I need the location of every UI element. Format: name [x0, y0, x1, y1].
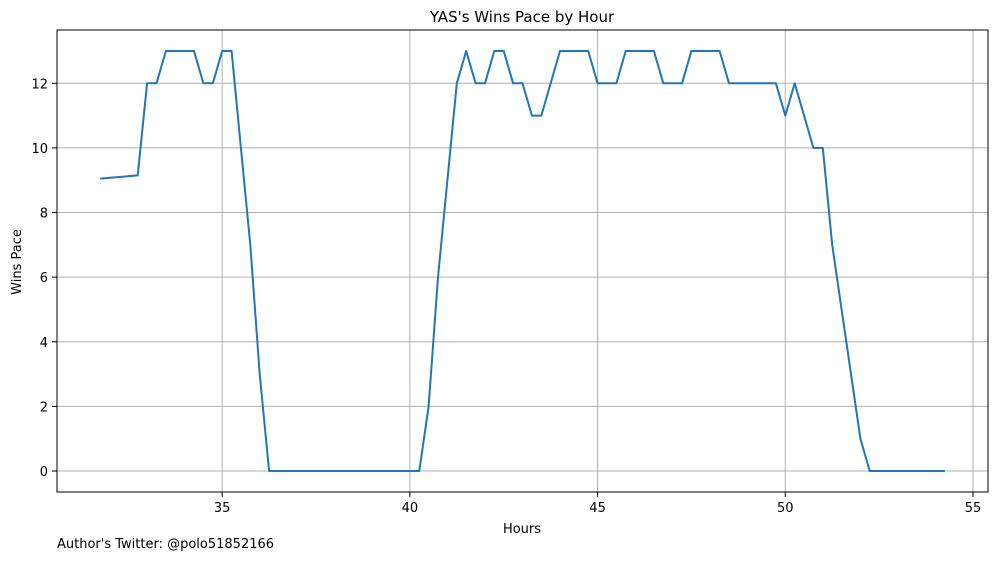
x-tick-label: 45: [589, 501, 606, 516]
y-tick-label: 4: [40, 336, 48, 351]
series-line: [100, 50, 945, 472]
plot-frame: [56, 29, 989, 493]
y-tick-label: 10: [31, 142, 48, 157]
x-tick-label: 50: [777, 501, 794, 516]
grid: [57, 30, 988, 492]
y-tick-label: 12: [31, 77, 48, 92]
x-tick-label: 40: [402, 501, 419, 516]
series-layer: [100, 50, 945, 472]
y-tick-label: 8: [40, 207, 48, 222]
x-axis-label: Hours: [503, 522, 541, 537]
y-axis-label: Wins Pace: [10, 229, 25, 295]
x-tick-label: 55: [965, 501, 982, 516]
axis-ticks: 35 40 45 50 55 0 2 4 6 8 10 12: [31, 77, 981, 516]
x-tick-label: 35: [214, 501, 231, 516]
y-tick-label: 0: [40, 465, 48, 480]
y-tick-label: 6: [40, 271, 48, 286]
chart-title: YAS's Wins Pace by Hour: [429, 8, 615, 26]
author-footnote: Author's Twitter: @polo51852166: [57, 537, 275, 552]
y-tick-label: 2: [40, 400, 48, 415]
